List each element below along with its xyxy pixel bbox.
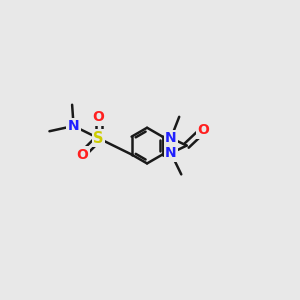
Text: S: S — [93, 131, 104, 146]
Text: N: N — [165, 131, 177, 145]
Text: O: O — [76, 148, 88, 161]
Text: O: O — [93, 110, 105, 124]
Text: N: N — [68, 119, 80, 133]
Text: N: N — [165, 146, 177, 160]
Text: O: O — [197, 123, 209, 137]
